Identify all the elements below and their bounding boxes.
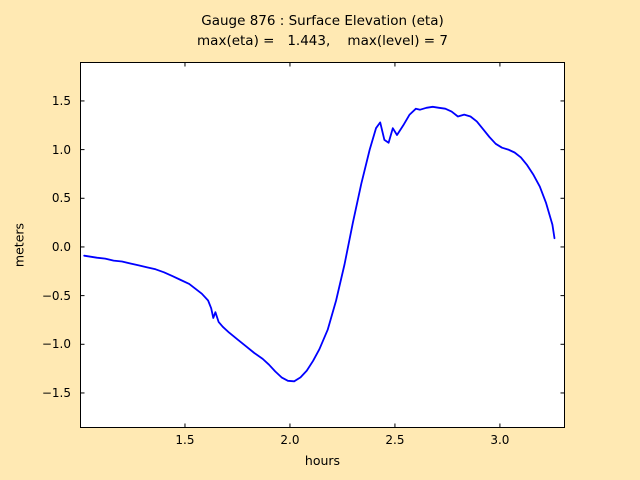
y-tick-label: 1.5 — [51, 93, 71, 108]
plot-frame — [80, 62, 565, 428]
x-tick-label: 1.5 — [175, 433, 195, 447]
chart-subtitle: max(eta) = 1.443, max(level) = 7 — [197, 33, 448, 49]
x-axis-label: hours — [304, 453, 341, 468]
y-tick-label: 0.0 — [51, 239, 71, 254]
y-tick-label: −0.5 — [41, 288, 71, 303]
y-tick-label: −1.5 — [41, 385, 71, 400]
y-axis-label: meters — [11, 222, 27, 268]
y-tick-label: −1.0 — [41, 337, 71, 352]
x-tick-label: 2.5 — [385, 433, 405, 447]
x-tick-label: 2.0 — [280, 433, 300, 447]
chart-title: Gauge 876 : Surface Elevation (eta) — [201, 13, 444, 29]
eta-line — [83, 105, 556, 383]
y-tick-label: 1.0 — [51, 142, 71, 157]
x-tick-label: 3.0 — [490, 433, 510, 447]
y-tick-label: 0.5 — [51, 191, 71, 206]
